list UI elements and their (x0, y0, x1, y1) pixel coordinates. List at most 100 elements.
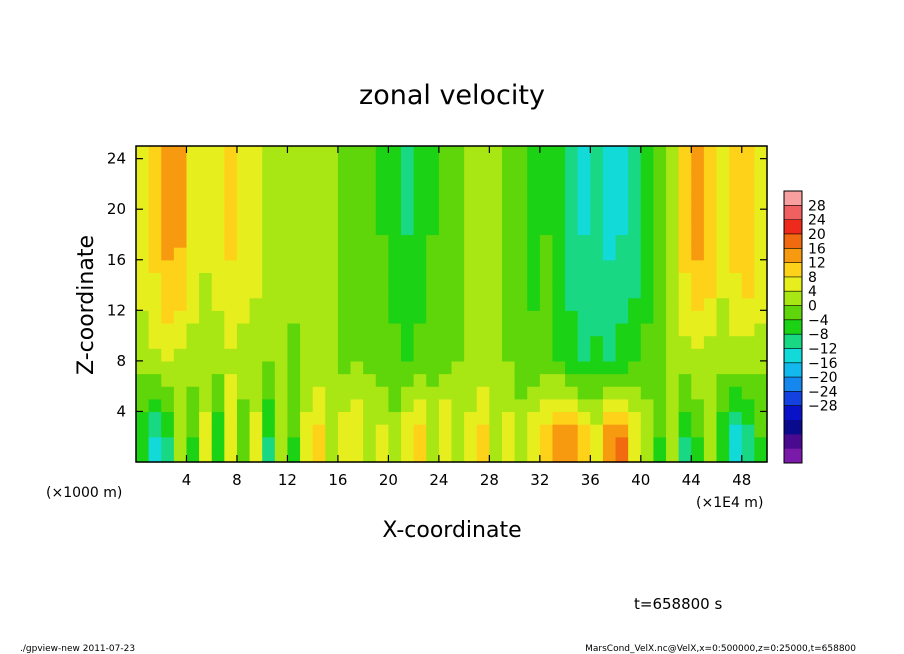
heatmap-cell (565, 373, 579, 387)
heatmap-cell (325, 310, 339, 324)
heatmap-cell (401, 259, 415, 273)
heatmap-cell (224, 373, 238, 387)
heatmap-cell (337, 247, 352, 261)
heatmap-cell (514, 259, 528, 273)
heatmap-cell (136, 411, 150, 425)
heatmap-cell (552, 360, 566, 375)
heatmap-cell (590, 196, 604, 210)
heatmap-cell (615, 146, 629, 160)
heatmap-cell (602, 259, 617, 273)
heatmap-cell (224, 196, 238, 210)
heatmap-cell (451, 158, 465, 172)
heatmap-cell (148, 411, 162, 425)
heatmap-cell (161, 411, 175, 425)
heatmap-cell (678, 373, 692, 387)
heatmap-cell (666, 322, 680, 337)
heatmap-cell (565, 158, 579, 172)
heatmap-cell (451, 322, 465, 337)
heatmap-cell (628, 171, 642, 185)
heatmap-cell (148, 247, 162, 261)
heatmap-cell (615, 272, 629, 286)
heatmap-cell (716, 183, 730, 198)
heatmap-cell (300, 183, 314, 198)
heatmap-cell (148, 196, 162, 210)
heatmap-cell (401, 209, 415, 223)
heatmap-cell (161, 436, 175, 450)
heatmap-cell (741, 373, 755, 387)
heatmap-cell (653, 209, 667, 223)
heatmap-cell (274, 247, 289, 261)
heatmap-cell (236, 158, 251, 172)
heatmap-cell (666, 259, 680, 273)
heatmap-cell (489, 322, 503, 337)
heatmap-cell (703, 424, 718, 438)
heatmap-cell (300, 348, 314, 362)
heatmap-cell (438, 146, 453, 160)
heatmap-cell (729, 297, 743, 311)
heatmap-cell (199, 209, 213, 223)
heatmap-cell (678, 436, 692, 450)
heatmap-cell (716, 424, 730, 438)
heatmap-cell (729, 373, 743, 387)
heatmap-cell (325, 158, 339, 172)
heatmap-cell (464, 297, 478, 311)
heatmap-cell (161, 335, 175, 349)
heatmap-cell (211, 436, 225, 450)
time-annotation: t=658800 s (634, 595, 722, 613)
heatmap-cell (729, 436, 743, 450)
heatmap-cell (325, 322, 339, 337)
heatmap-cell (224, 285, 238, 299)
heatmap-cell (224, 310, 238, 324)
heatmap-cell (552, 411, 566, 425)
heatmap-cell (148, 335, 162, 349)
heatmap-cell (211, 183, 225, 198)
heatmap-cell (375, 285, 389, 299)
heatmap-cell (678, 146, 692, 160)
heatmap-cell (640, 348, 655, 362)
heatmap-cell (539, 386, 554, 400)
heatmap-cell (489, 398, 503, 413)
heatmap-cell (514, 196, 528, 210)
heatmap-cell (615, 183, 629, 198)
heatmap-cell (148, 171, 162, 185)
heatmap-cell (262, 209, 276, 223)
heatmap-cell (602, 310, 617, 324)
heatmap-cell (565, 183, 579, 198)
heatmap-cell (337, 322, 352, 337)
heatmap-cell (489, 158, 503, 172)
heatmap-cell (148, 209, 162, 223)
heatmap-cell (161, 310, 175, 324)
heatmap-cell (262, 297, 276, 311)
heatmap-cell (211, 234, 225, 248)
heatmap-cell (350, 247, 364, 261)
heatmap-cell (287, 285, 301, 299)
heatmap-cell (590, 335, 604, 349)
heatmap-cell (199, 234, 213, 248)
heatmap-cell (754, 183, 768, 198)
heatmap-cell (388, 398, 402, 413)
heatmap-cell (224, 247, 238, 261)
x-tick-label: 28 (480, 471, 499, 489)
heatmap-cell (236, 297, 251, 311)
heatmap-cell (703, 285, 718, 299)
heatmap-cell (413, 297, 427, 311)
heatmap-cell (464, 335, 478, 349)
heatmap-cell (300, 360, 314, 375)
heatmap-cell (590, 449, 604, 463)
x-tick-label: 24 (429, 471, 448, 489)
heatmap-cell (590, 424, 604, 438)
heatmap-cell (438, 259, 453, 273)
heatmap-cell (464, 158, 478, 172)
heatmap-cell (363, 310, 377, 324)
heatmap-cell (741, 285, 755, 299)
heatmap-cell (199, 436, 213, 450)
heatmap-cell (287, 398, 301, 413)
heatmap-cell (501, 373, 516, 387)
heatmap-cell (249, 209, 263, 223)
heatmap-cell (186, 360, 200, 375)
colorbar-swatch (784, 334, 802, 349)
heatmap-cell (628, 322, 642, 337)
heatmap-cell (527, 221, 541, 236)
heatmap-cell (274, 424, 289, 438)
heatmap-cell (325, 386, 339, 400)
